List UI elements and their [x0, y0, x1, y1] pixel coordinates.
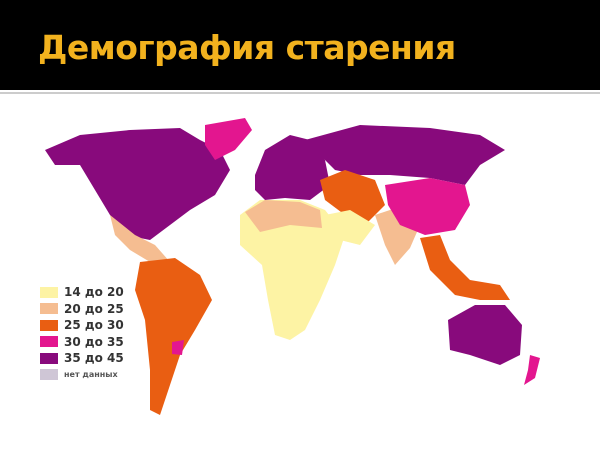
region-central-america — [110, 215, 170, 262]
legend-item: нет данных — [40, 367, 124, 384]
title-bar: Демография старения — [0, 0, 600, 90]
legend-item: 25 до 30 — [40, 317, 124, 334]
legend-swatch — [40, 286, 58, 298]
region-africa — [240, 200, 345, 340]
map-legend: 14 до 20 20 до 25 25 до 30 30 до 35 35 д… — [40, 284, 124, 383]
region-middle-east — [320, 170, 385, 225]
legend-item: 20 до 25 — [40, 301, 124, 318]
legend-label: 25 до 30 — [64, 318, 124, 333]
legend-swatch — [40, 369, 58, 381]
region-north-america — [45, 128, 230, 240]
region-new-zealand — [524, 355, 540, 385]
legend-item: 14 до 20 — [40, 284, 124, 301]
legend-label: нет данных — [64, 370, 118, 380]
legend-label: 30 до 35 — [64, 334, 124, 349]
region-uruguay — [172, 340, 184, 355]
region-australia — [448, 305, 522, 365]
region-southeast-asia — [420, 235, 510, 300]
legend-swatch — [40, 336, 58, 348]
legend-label: 35 до 45 — [64, 351, 124, 366]
legend-item: 30 до 35 — [40, 334, 124, 351]
region-russia — [305, 125, 505, 185]
region-greenland — [205, 118, 252, 160]
region-europe — [255, 135, 330, 200]
legend-label: 20 до 25 — [64, 301, 124, 316]
region-south-america — [135, 258, 212, 415]
legend-swatch — [40, 319, 58, 331]
region-china — [385, 178, 470, 235]
divider — [0, 92, 600, 94]
region-arabia — [325, 210, 375, 245]
region-north-africa — [245, 200, 322, 232]
legend-label: 14 до 20 — [64, 285, 124, 300]
legend-item: 35 до 45 — [40, 350, 124, 367]
slide-title: Демография старения — [38, 28, 456, 67]
legend-swatch — [40, 303, 58, 315]
legend-swatch — [40, 352, 58, 364]
